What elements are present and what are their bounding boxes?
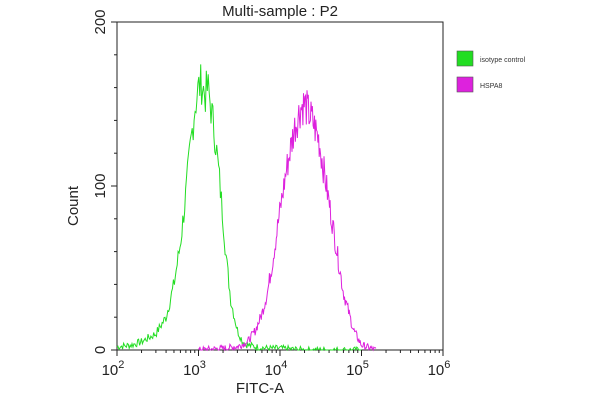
series-line-1 bbox=[116, 64, 362, 352]
legend: isotype control HSPA8 bbox=[456, 50, 526, 93]
x-tick-label: 103 bbox=[183, 359, 206, 379]
y-tick-label: 100 bbox=[92, 173, 109, 198]
y-axis-ticks: 0 100 200 bbox=[92, 9, 117, 354]
plot-frame bbox=[116, 21, 444, 351]
x-tick-label: 105 bbox=[346, 359, 369, 379]
x-tick-exponent: 5 bbox=[363, 359, 369, 371]
x-tick-exponent: 3 bbox=[200, 359, 206, 371]
x-tick-exponent: 6 bbox=[444, 359, 450, 371]
y-axis-title: Count bbox=[65, 185, 82, 226]
x-axis-title: FITC-A bbox=[236, 380, 284, 397]
y-tick-label: 200 bbox=[92, 9, 109, 34]
legend-swatch-2 bbox=[456, 76, 474, 93]
legend-swatch-1 bbox=[456, 50, 474, 67]
chart-title: Multi-sample : P2 bbox=[222, 3, 338, 20]
x-axis-ticks: 102 103 104 105 106 bbox=[102, 350, 451, 379]
x-tick-label: 106 bbox=[428, 359, 451, 379]
x-tick-exponent: 2 bbox=[118, 359, 124, 371]
x-tick-label: 102 bbox=[102, 359, 125, 379]
y-tick-label: 0 bbox=[92, 346, 109, 354]
series-layer bbox=[116, 64, 377, 352]
x-tick-label: 104 bbox=[265, 359, 288, 379]
series-line-2 bbox=[198, 90, 377, 352]
legend-label-1: isotype control bbox=[480, 57, 526, 64]
legend-label-2: HSPA8 bbox=[480, 83, 503, 90]
x-tick-exponent: 4 bbox=[281, 359, 287, 371]
